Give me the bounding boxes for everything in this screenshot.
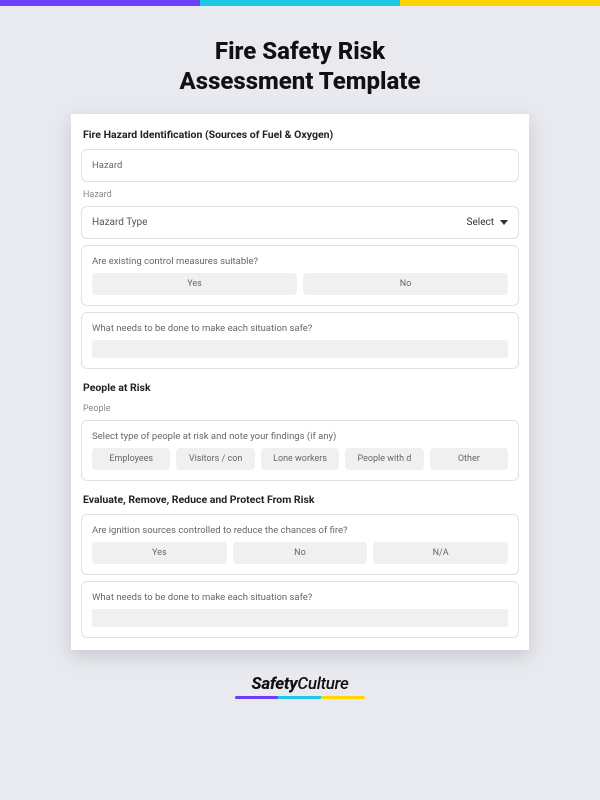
select-control[interactable]: Select: [467, 217, 508, 228]
accent-seg-purple: [0, 0, 200, 6]
page-title: Fire Safety Risk Assessment Template: [100, 36, 500, 96]
people-option-lone[interactable]: Lone workers: [261, 448, 339, 470]
people-at-risk-field: Select type of people at risk and note y…: [81, 420, 519, 481]
logo-underline: [235, 696, 365, 699]
select-text: Select: [467, 217, 494, 228]
yes-no-row: Yes No: [92, 273, 508, 295]
yes-button[interactable]: Yes: [92, 273, 297, 295]
people-option-disabilities[interactable]: People with d: [345, 448, 423, 470]
hazard-type-label: Hazard Type: [92, 217, 147, 228]
what-needs-done-1: What needs to be done to make each situa…: [81, 312, 519, 369]
logo-text2: Culture: [297, 674, 348, 694]
select-people-label: Select type of people at risk and note y…: [92, 431, 508, 442]
page-title-line2: Assessment Template: [180, 67, 421, 95]
s3-q2-label: What needs to be done to make each situa…: [92, 592, 508, 603]
q1-label: Are existing control measures suitable?: [92, 256, 508, 267]
people-options-row: Employees Visitors / con Lone workers Pe…: [92, 448, 508, 470]
section1-title: Fire Hazard Identification (Sources of F…: [81, 124, 519, 149]
hazard-sub-label: Hazard: [81, 188, 519, 206]
textarea-1[interactable]: [92, 340, 508, 358]
section3-title: Evaluate, Remove, Reduce and Protect Fro…: [81, 489, 519, 514]
hazard-field[interactable]: Hazard: [81, 149, 519, 182]
textarea-2[interactable]: [92, 609, 508, 627]
chevron-down-icon: [500, 220, 508, 225]
control-measures-question: Are existing control measures suitable? …: [81, 245, 519, 306]
accent-seg-cyan: [200, 0, 400, 6]
hazard-label: Hazard: [92, 160, 508, 171]
yes-button-2[interactable]: Yes: [92, 542, 227, 564]
ignition-sources-question: Are ignition sources controlled to reduc…: [81, 514, 519, 575]
form-card: Fire Hazard Identification (Sources of F…: [71, 114, 529, 650]
safetyculture-logo: SafetyCulture: [0, 674, 600, 699]
no-button-2[interactable]: No: [233, 542, 368, 564]
people-option-employees[interactable]: Employees: [92, 448, 170, 470]
yes-no-na-row: Yes No N/A: [92, 542, 508, 564]
s3-q1-label: Are ignition sources controlled to reduc…: [92, 525, 508, 536]
people-sub-label: People: [81, 402, 519, 420]
people-option-other[interactable]: Other: [430, 448, 508, 470]
hazard-type-select[interactable]: Hazard Type Select: [81, 206, 519, 239]
section2-title: People at Risk: [81, 377, 519, 402]
page-title-line1: Fire Safety Risk: [215, 37, 385, 65]
accent-seg-yellow: [400, 0, 600, 6]
what-needs-done-2: What needs to be done to make each situa…: [81, 581, 519, 638]
q2-label: What needs to be done to make each situa…: [92, 323, 508, 334]
logo-text1: Safety: [251, 674, 297, 694]
na-button[interactable]: N/A: [373, 542, 508, 564]
accent-bar: [0, 0, 600, 6]
people-option-visitors[interactable]: Visitors / con: [176, 448, 254, 470]
no-button[interactable]: No: [303, 273, 508, 295]
